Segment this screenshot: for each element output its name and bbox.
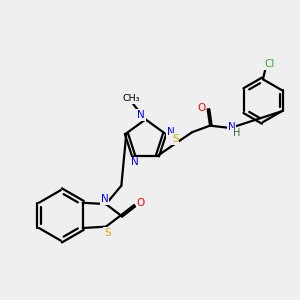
Text: H: H bbox=[233, 128, 241, 138]
Text: O: O bbox=[136, 199, 145, 208]
Text: N: N bbox=[131, 158, 139, 167]
Text: N: N bbox=[228, 122, 236, 131]
Text: CH₃: CH₃ bbox=[123, 94, 140, 103]
Text: N: N bbox=[100, 194, 108, 204]
Text: N: N bbox=[167, 127, 175, 137]
Text: N: N bbox=[137, 110, 145, 120]
Text: O: O bbox=[197, 103, 205, 113]
Text: S: S bbox=[172, 134, 178, 144]
Text: Cl: Cl bbox=[264, 59, 275, 69]
Text: S: S bbox=[104, 228, 111, 238]
